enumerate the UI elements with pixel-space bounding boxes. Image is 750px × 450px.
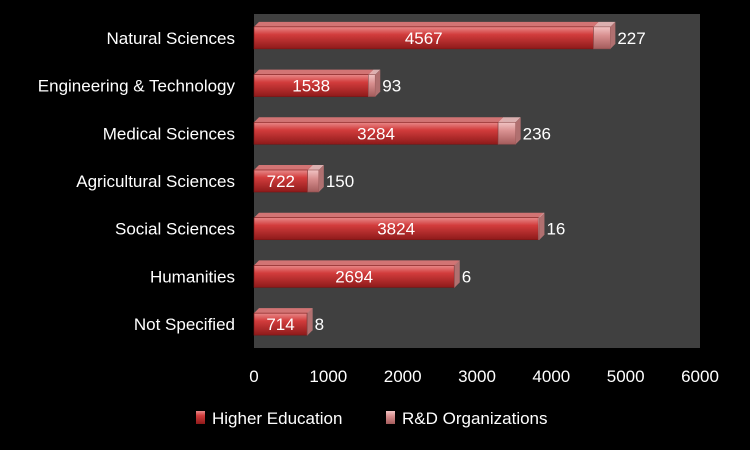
data-label-higher-education: 722	[267, 172, 295, 191]
data-label-rd-organizations: 150	[326, 172, 354, 191]
category-label: Humanities	[150, 267, 235, 286]
category-label: Medical Sciences	[103, 124, 235, 143]
category-label: Natural Sciences	[106, 29, 235, 48]
bar-higher-education	[253, 117, 504, 145]
data-label-rd-organizations: 93	[382, 77, 401, 96]
data-label-higher-education: 1538	[292, 77, 330, 96]
bar-rd-organizations	[368, 69, 381, 97]
legend-item-higher-education: Higher Education	[196, 409, 342, 428]
labels-layer: Natural Sciences 4567 227 Engineering & Tec…	[38, 29, 646, 334]
legend-swatch	[196, 411, 205, 424]
bar-higher-education	[253, 21, 599, 50]
bar-higher-education	[253, 212, 544, 241]
data-label-rd-organizations: 8	[315, 315, 324, 334]
bars-layer	[253, 21, 616, 336]
x-tick-label: 2000	[384, 367, 422, 386]
legend-swatch	[386, 411, 395, 424]
x-axis: 0 1000 2000 3000 4000 5000 6000	[249, 367, 719, 386]
category-label: Engineering & Technology	[38, 77, 236, 96]
data-label-rd-organizations: 227	[617, 29, 645, 48]
x-tick-label: 3000	[458, 367, 496, 386]
x-tick-label: 4000	[532, 367, 570, 386]
category-label: Not Specified	[134, 315, 235, 334]
data-label-higher-education: 4567	[405, 29, 443, 48]
x-tick-label: 1000	[309, 367, 347, 386]
category-label: Agricultural Sciences	[76, 172, 235, 191]
bar-rd-organizations	[537, 212, 545, 241]
bar-rd-organizations	[497, 117, 521, 145]
data-label-higher-education: 3284	[357, 124, 395, 143]
x-tick-label: 0	[249, 367, 258, 386]
data-label-rd-organizations: 16	[546, 220, 565, 239]
data-label-higher-education: 3824	[377, 220, 415, 239]
bar-rd-organizations	[307, 165, 324, 193]
legend-label: Higher Education	[212, 409, 342, 428]
data-label-rd-organizations: 236	[523, 124, 551, 143]
category-label: Social Sciences	[115, 220, 235, 239]
bar-rd-organizations	[593, 21, 616, 50]
legend-item-rd-organizations: R&D Organizations	[386, 409, 548, 428]
x-tick-label: 5000	[607, 367, 645, 386]
data-label-higher-education: 714	[266, 315, 294, 334]
legend-label: R&D Organizations	[402, 409, 548, 428]
data-label-rd-organizations: 6	[462, 267, 471, 286]
x-tick-label: 6000	[681, 367, 719, 386]
bar-rd-organizations	[306, 308, 313, 336]
bar-rd-organizations	[453, 260, 460, 288]
legend: Higher Education R&D Organizations	[196, 409, 548, 428]
data-label-higher-education: 2694	[335, 267, 373, 286]
